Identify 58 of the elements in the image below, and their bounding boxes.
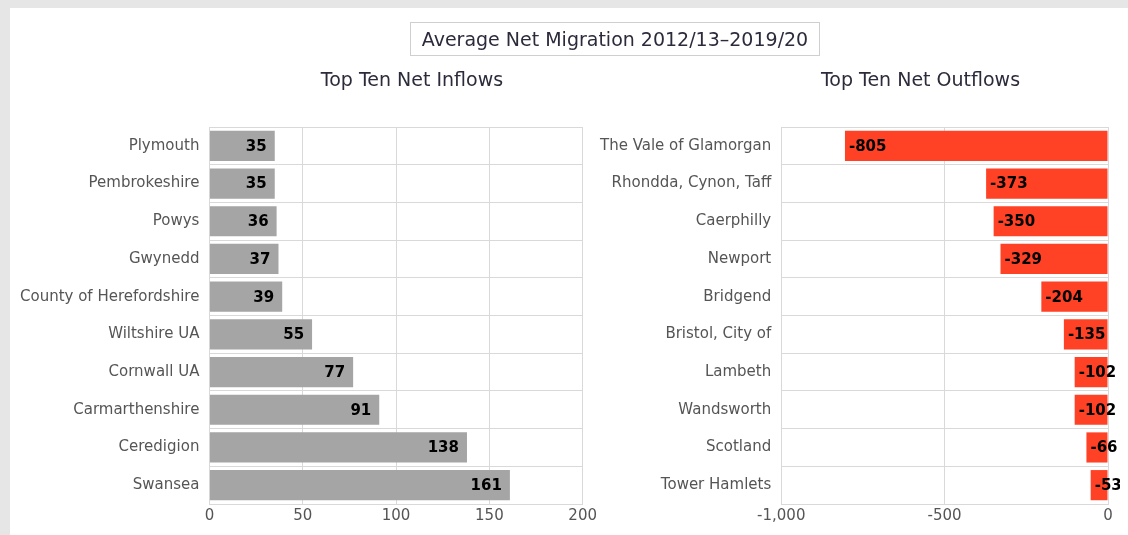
x-tick-label: 50 xyxy=(293,505,313,524)
y-tick-label: Carmarthenshire xyxy=(73,399,200,418)
bar xyxy=(209,432,467,463)
y-tick-label: Ceredigion xyxy=(118,437,200,456)
x-tick-label: 100 xyxy=(381,505,411,524)
bar xyxy=(209,130,275,161)
data-label: 77 xyxy=(324,362,346,381)
chart-title: Average Net Migration 2012/13–2019/20 xyxy=(410,22,820,56)
x-tick-label: -500 xyxy=(927,505,962,524)
y-tick-label: Newport xyxy=(707,248,772,267)
x-tick-label: 150 xyxy=(475,505,504,524)
bar xyxy=(209,470,510,501)
chart-subtitle: Top Ten Net Outflows xyxy=(819,68,1022,90)
data-label: 55 xyxy=(283,325,305,344)
data-label: 35 xyxy=(245,136,267,155)
bar xyxy=(209,356,354,388)
y-tick-label: Pembrokeshire xyxy=(88,173,200,192)
bar xyxy=(209,243,279,275)
y-tick-label: Swansea xyxy=(132,475,200,494)
y-tick-label: Bridgend xyxy=(703,286,772,305)
y-tick-label: Cornwall UA xyxy=(108,361,201,380)
bar xyxy=(209,206,277,237)
data-label: 36 xyxy=(247,212,269,231)
y-tick-label: Wiltshire UA xyxy=(108,324,201,343)
y-tick-label: Caerphilly xyxy=(695,211,772,230)
data-label: 138 xyxy=(427,438,459,457)
bar xyxy=(209,394,380,425)
y-tick-label: Lambeth xyxy=(704,361,772,380)
y-tick-label: The Vale of Glamorgan xyxy=(598,135,772,154)
bar xyxy=(209,168,275,199)
data-label: -53 xyxy=(1094,476,1122,495)
y-tick-label: Wandsworth xyxy=(678,399,772,418)
data-label: 35 xyxy=(245,174,267,193)
bar xyxy=(209,319,313,350)
data-label: 39 xyxy=(253,287,275,306)
y-tick-label: County of Herefordshire xyxy=(19,286,200,305)
x-tick-label: -1,000 xyxy=(757,505,806,524)
data-label: -204 xyxy=(1045,287,1083,306)
data-label: 161 xyxy=(470,476,502,495)
y-tick-label: Bristol, City of xyxy=(665,324,772,343)
data-label: -135 xyxy=(1067,325,1106,344)
data-label: -373 xyxy=(990,174,1028,193)
data-label: -329 xyxy=(1004,249,1043,268)
data-label: 37 xyxy=(249,249,271,268)
y-tick-label: Rhondda, Cynon, Taff xyxy=(611,173,772,192)
y-tick-label: Scotland xyxy=(706,437,772,456)
y-tick-label: Plymouth xyxy=(128,135,200,154)
data-label: -350 xyxy=(997,212,1036,231)
y-tick-label: Tower Hamlets xyxy=(659,475,772,494)
y-tick-label: Powys xyxy=(152,211,200,230)
x-tick-label: 200 xyxy=(568,505,598,524)
data-label: -805 xyxy=(848,136,887,155)
bar xyxy=(209,281,283,312)
y-tick-label: Gwynedd xyxy=(128,248,200,267)
x-tick-label: 0 xyxy=(1103,505,1113,524)
chart-subtitle: Top Ten Net Inflows xyxy=(319,68,505,90)
x-tick-label: 0 xyxy=(204,505,215,524)
data-label: 91 xyxy=(350,400,372,419)
